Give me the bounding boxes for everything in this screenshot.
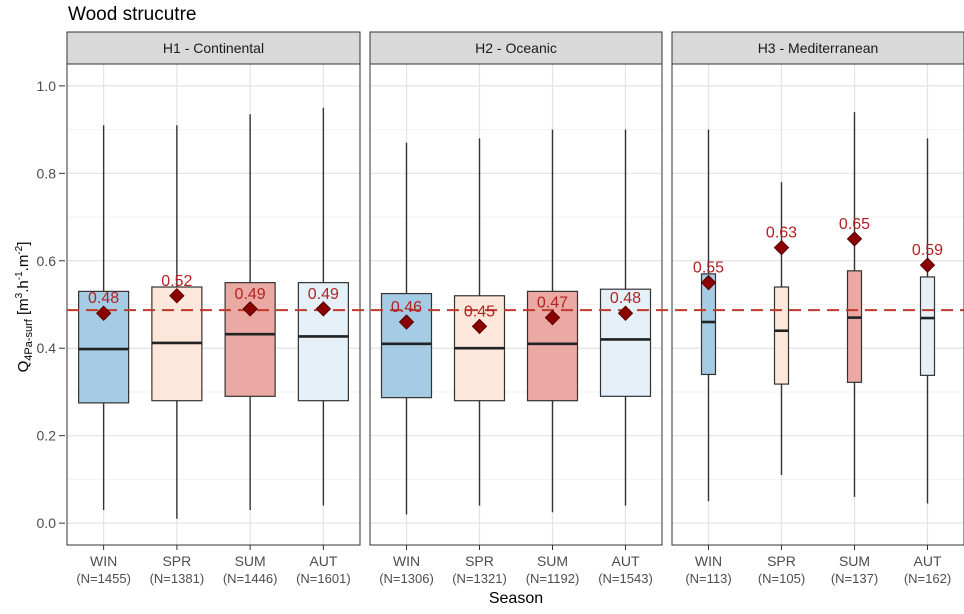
mean-value-label: 0.48 xyxy=(88,290,119,307)
mean-value-label: 0.49 xyxy=(308,286,339,303)
mean-marker xyxy=(773,239,790,256)
y-axis-label-main: Q xyxy=(15,361,32,373)
x-tick-label-season: SUM xyxy=(537,553,568,569)
facet-strip-label: H2 - Oceanic xyxy=(475,40,557,56)
x-axis-label: Season xyxy=(489,590,543,607)
y-axis-label-units-close: ] xyxy=(15,242,32,246)
x-tick-label-season: SUM xyxy=(235,553,266,569)
y-axis-label: Q4Pa-surf [m3.h-1.m-2] xyxy=(14,242,35,373)
mean-marker xyxy=(95,305,112,321)
box-win xyxy=(700,273,717,376)
mean-value-label: 0.47 xyxy=(537,295,568,312)
mean-value-label: 0.59 xyxy=(912,242,943,259)
mean-marker xyxy=(315,301,332,317)
mean-marker xyxy=(398,314,415,330)
x-tick-label-season: SUM xyxy=(839,553,870,569)
mean-marker xyxy=(919,257,936,273)
mean-value-label: 0.52 xyxy=(161,273,192,290)
y-axis-label-sup2: -1 xyxy=(14,271,25,280)
box-sum xyxy=(846,270,863,383)
mean-marker xyxy=(169,288,185,304)
box-win xyxy=(380,292,433,399)
y-tick-label: 0.6 xyxy=(37,253,57,269)
x-tick-label-count: (N=1321) xyxy=(452,571,507,586)
x-tick-label-count: (N=113) xyxy=(685,571,731,586)
x-tick-label-count: (N=1446) xyxy=(223,571,278,586)
x-tick-label-count: (N=1381) xyxy=(150,571,205,586)
x-tick-label-season: WIN xyxy=(695,553,722,569)
y-tick-label: 0.0 xyxy=(37,515,57,531)
x-tick-label-count: (N=1543) xyxy=(598,571,653,586)
y-axis-label-mid2: .m xyxy=(15,255,32,272)
x-tick-label-season: SPR xyxy=(767,553,796,569)
x-tick-label-season: WIN xyxy=(393,553,420,569)
mean-marker xyxy=(700,274,717,291)
y-axis-label-sub: 4Pa-surf xyxy=(23,318,35,361)
x-tick-label-count: (N=137) xyxy=(831,571,878,586)
y-tick-label: 0.8 xyxy=(37,165,57,181)
x-tick-label-season: SPR xyxy=(162,553,191,569)
x-tick-label-count: (N=1192) xyxy=(526,571,580,586)
mean-value-label: 0.48 xyxy=(610,290,641,307)
y-axis-label-mid1: .h xyxy=(15,280,32,293)
mean-marker xyxy=(471,318,488,335)
x-tick-label-count: (N=1601) xyxy=(296,571,351,586)
facet-strip xyxy=(671,31,964,65)
panel-border xyxy=(369,63,663,546)
y-tick-label: 0.4 xyxy=(37,340,57,356)
y-axis-label-units-open: [m xyxy=(15,298,32,319)
x-tick-label-count: (N=162) xyxy=(904,571,951,586)
box-sum xyxy=(224,282,276,397)
panel-border xyxy=(66,63,361,546)
x-tick-label-season: AUT xyxy=(309,553,337,569)
mean-value-label: 0.46 xyxy=(391,299,422,316)
mean-value-label: 0.49 xyxy=(235,286,266,303)
x-tick-label-season: AUT xyxy=(914,553,942,569)
y-tick-label: 0.2 xyxy=(37,428,57,444)
mean-marker xyxy=(617,305,634,321)
chart-title: Wood strucutre xyxy=(68,4,196,25)
mean-value-label: 0.65 xyxy=(839,216,870,233)
x-tick-label-count: (N=105) xyxy=(758,571,805,586)
y-tick-label: 1.0 xyxy=(37,78,57,94)
facet-strip-label: H1 - Continental xyxy=(163,40,264,56)
mean-marker xyxy=(544,309,561,326)
x-tick-label-count: (N=1455) xyxy=(76,571,131,586)
mean-marker xyxy=(846,231,863,247)
mean-value-label: 0.63 xyxy=(766,225,797,242)
panel-border xyxy=(671,63,964,546)
x-tick-label-count: (N=1306) xyxy=(379,571,434,586)
mean-marker xyxy=(242,301,258,317)
y-axis-label-sup1: 3 xyxy=(14,292,25,298)
facet-strip-label: H3 - Mediterranean xyxy=(758,40,879,56)
mean-value-label: 0.45 xyxy=(464,303,495,320)
plot-layer: 0.0 0.2 0.4 0.6 0.8 1.0 H1 - Continental WIN (N=… xyxy=(37,31,964,586)
x-tick-label-season: AUT xyxy=(612,553,640,569)
mean-value-label: 0.55 xyxy=(693,260,724,277)
box-spr xyxy=(773,286,790,385)
x-tick-label-season: WIN xyxy=(90,553,117,569)
x-tick-label-season: SPR xyxy=(465,553,494,569)
y-axis-label-sup3: -2 xyxy=(14,245,25,254)
box-aut xyxy=(919,276,936,376)
